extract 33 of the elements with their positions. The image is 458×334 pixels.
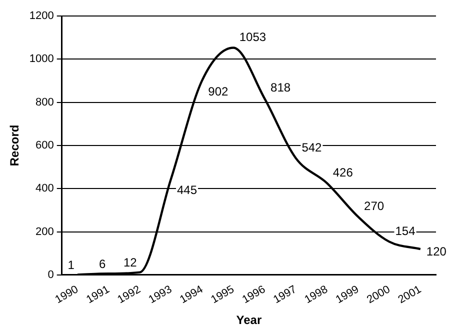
data-label: 120	[426, 244, 447, 258]
y-tick-label: 1000	[29, 53, 54, 66]
x-tick-label: 1997	[272, 283, 299, 306]
data-label: 1	[68, 258, 75, 272]
y-tick-label: 0	[48, 268, 54, 281]
x-tick-label: 2001	[396, 283, 424, 306]
data-label: 542	[302, 140, 322, 154]
data-label: 6	[98, 256, 106, 271]
y-tick-label: 1200	[29, 10, 54, 22]
x-tick-label: 1995	[209, 283, 236, 306]
x-tick-label: 1992	[116, 283, 143, 306]
x-axis-title: Year	[236, 313, 262, 328]
data-label: 1053	[239, 30, 266, 44]
data-label: 426	[332, 165, 354, 180]
x-tick-label: 1991	[84, 283, 112, 306]
y-tick-label: 200	[36, 226, 54, 238]
x-tick-label: 1990	[53, 283, 80, 306]
x-tick-label: 1999	[334, 283, 362, 306]
data-label: 445	[176, 183, 198, 198]
y-tick-label: 600	[36, 140, 54, 152]
x-tick-label: 2000	[365, 283, 392, 306]
data-label: 818	[270, 80, 291, 95]
x-tick-label: 1993	[146, 283, 174, 306]
data-label: 12	[123, 256, 138, 270]
x-tick-label: 1994	[178, 283, 206, 306]
y-tick-label: 400	[36, 182, 54, 195]
x-tick-label: 1996	[240, 283, 268, 306]
y-tick-label: 800	[36, 96, 54, 108]
y-axis-title: Record	[8, 124, 22, 166]
data-label: 902	[208, 84, 229, 99]
data-label: 154	[395, 224, 416, 238]
x-tick-label: 1998	[302, 283, 330, 306]
data-label: 270	[364, 198, 384, 213]
